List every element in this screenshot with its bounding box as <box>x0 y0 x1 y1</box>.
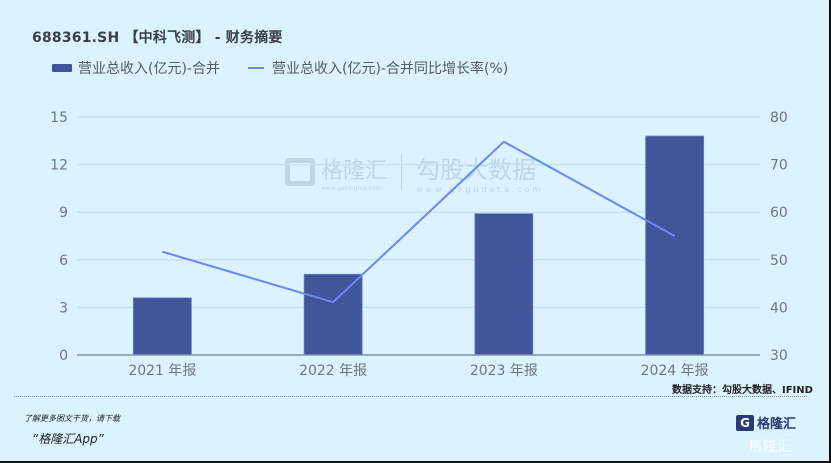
x-tick-label: 2022 年报 <box>299 363 367 379</box>
right-tick-label: 60 <box>770 205 788 221</box>
x-axis-labels: 2021 年报 2022 年报 2023 年报 2024 年报 <box>128 363 708 379</box>
right-tick-label: 80 <box>770 110 788 126</box>
growth-rate-line <box>162 140 676 304</box>
footer-divider <box>14 396 807 397</box>
x-tick-label: 2024 年报 <box>641 363 709 379</box>
frame-border-bottom <box>0 461 831 463</box>
gelonghui-g-icon: G <box>736 414 754 431</box>
left-tick-label: 6 <box>59 253 68 269</box>
watermark-divider <box>401 154 403 190</box>
legend-item-growth: 营业总收入(亿元)-合并同比增长率(%) <box>247 58 509 78</box>
right-y-axis: 30 40 50 60 70 80 <box>770 110 788 364</box>
revenue-bar <box>645 135 705 356</box>
watermark-brand-url: www.gelonghui.com <box>321 184 382 192</box>
promo-app-name: “格隆汇App” <box>32 432 104 446</box>
revenue-bar <box>303 273 363 356</box>
right-tick-label: 30 <box>770 348 788 364</box>
right-tick-label: 50 <box>770 253 788 269</box>
left-tick-label: 3 <box>59 300 68 316</box>
left-y-axis: 0 3 6 9 12 15 <box>50 110 68 364</box>
logo-text: 格隆汇 <box>757 417 797 432</box>
revenue-bars <box>132 135 705 356</box>
data-source: 数据支持：勾股大数据、IFIND <box>672 385 813 396</box>
legend-label: 营业总收入(亿元)-合并同比增长率(%) <box>271 61 509 77</box>
frame-border-right <box>829 0 831 463</box>
page-title: 688361.SH 【中科飞测】 - 财务摘要 <box>32 30 283 46</box>
revenue-bar <box>132 297 192 356</box>
chart-legend: 营业总收入(亿元)-合并 营业总收入(亿元)-合并同比增长率(%) <box>52 58 536 78</box>
left-tick-label: 9 <box>59 205 68 221</box>
gelonghui-logo-icon <box>285 158 315 186</box>
right-tick-label: 70 <box>770 158 788 174</box>
watermark-data-url: www.gogudata.com <box>416 185 544 194</box>
x-tick-label: 2023 年报 <box>470 363 538 379</box>
left-tick-label: 12 <box>50 158 68 174</box>
promo-text: 了解更多图文干货，请下载 <box>24 414 120 423</box>
line-swatch-icon <box>247 67 264 69</box>
right-tick-label: 40 <box>770 300 788 316</box>
x-tick-label: 2021 年报 <box>128 363 196 379</box>
left-tick-label: 15 <box>50 110 68 126</box>
legend-item-revenue: 营业总收入(亿元)-合并 <box>52 58 220 78</box>
left-tick-label: 0 <box>59 348 68 364</box>
bar-swatch-icon <box>52 64 72 72</box>
revenue-bar <box>474 213 534 356</box>
legend-label: 营业总收入(亿元)-合并 <box>78 61 220 77</box>
watermark: 格隆汇 www.gelonghui.com 勾股大数据 www.gogudata… <box>285 150 543 194</box>
watermark-data-brand: 勾股大数据 <box>416 156 537 184</box>
gelonghui-logo: G 格隆汇 <box>736 413 796 432</box>
logo-watermark: 格隆汇 <box>748 439 793 455</box>
watermark-brand: 格隆汇 <box>321 158 388 184</box>
